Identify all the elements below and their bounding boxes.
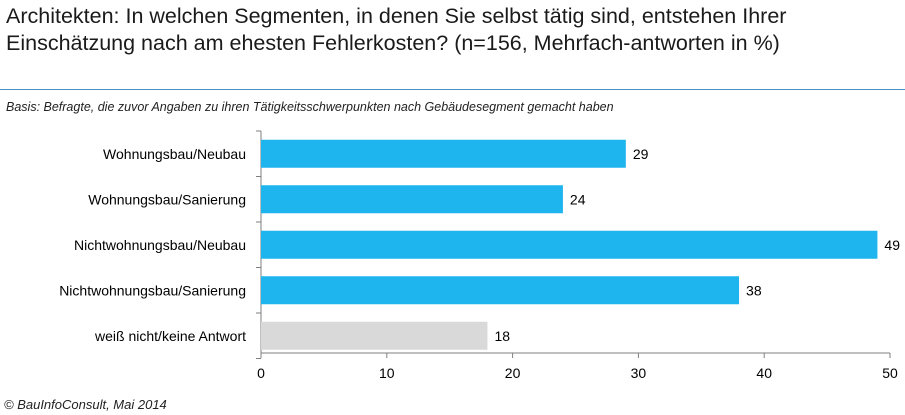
title-divider bbox=[0, 89, 905, 90]
x-tick-label: 50 bbox=[882, 365, 898, 381]
data-label: 29 bbox=[633, 146, 649, 162]
data-label: 24 bbox=[570, 191, 586, 207]
data-label: 38 bbox=[746, 282, 762, 298]
bar bbox=[261, 276, 740, 305]
x-tick-label: 0 bbox=[257, 365, 265, 381]
x-tick-label: 40 bbox=[756, 365, 772, 381]
chart-title: Architekten: In welchen Segmenten, in de… bbox=[6, 4, 787, 55]
category-label: weiß nicht/keine Antwort bbox=[94, 328, 246, 344]
category-label: Wohnungsbau/Neubau bbox=[103, 146, 246, 162]
category-label: Wohnungsbau/Sanierung bbox=[88, 191, 246, 207]
x-tick-label: 10 bbox=[379, 365, 395, 381]
category-label: Nichtwohnungsbau/Sanierung bbox=[59, 282, 246, 298]
bar bbox=[261, 185, 563, 214]
data-label: 49 bbox=[884, 237, 900, 253]
bar bbox=[261, 230, 878, 259]
category-label: Nichtwohnungsbau/Neubau bbox=[74, 237, 246, 253]
data-label: 18 bbox=[494, 328, 510, 344]
bar bbox=[261, 139, 626, 168]
bar-chart: 0 10 20 30 40 50 Wohnungsbau/Neubau 29 Wohnungsb… bbox=[59, 130, 900, 381]
bar bbox=[261, 321, 488, 350]
basis-note: Basis: Befragte, die zuvor Angaben zu ih… bbox=[6, 100, 614, 114]
source-credit: © BauInfoConsult, Mai 2014 bbox=[4, 397, 167, 412]
x-tick-label: 20 bbox=[505, 365, 521, 381]
x-tick-label: 30 bbox=[631, 365, 647, 381]
